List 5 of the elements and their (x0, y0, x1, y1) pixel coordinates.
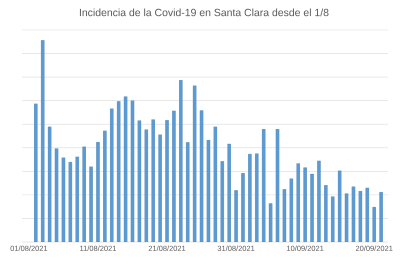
bar (165, 120, 169, 242)
bar (276, 129, 280, 242)
bar (241, 173, 245, 242)
chart-title: Incidencia de la Covid-19 en Santa Clara desde el 1/8 (80, 8, 329, 16)
bar (130, 100, 134, 242)
